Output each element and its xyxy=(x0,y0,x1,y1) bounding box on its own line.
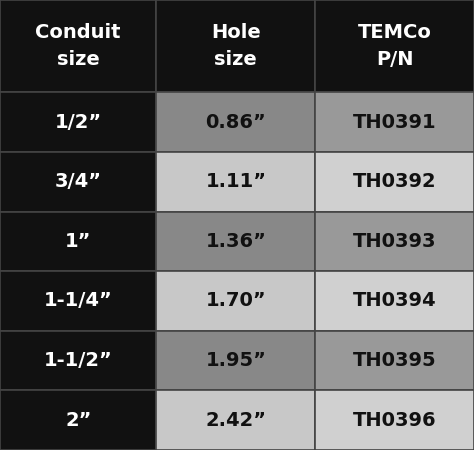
Bar xyxy=(156,0,315,92)
Text: 3/4”: 3/4” xyxy=(55,172,102,191)
Bar xyxy=(0,212,156,271)
Text: 0.86”: 0.86” xyxy=(205,112,266,131)
Bar xyxy=(315,391,474,450)
Text: 1/2”: 1/2” xyxy=(55,112,102,131)
Bar xyxy=(315,212,474,271)
Bar xyxy=(0,391,156,450)
Bar xyxy=(156,212,315,271)
Text: TH0391: TH0391 xyxy=(353,112,437,131)
Bar xyxy=(156,152,315,212)
Bar xyxy=(0,152,156,212)
Text: Hole
size: Hole size xyxy=(211,23,261,69)
Bar xyxy=(0,271,156,331)
Text: 2.42”: 2.42” xyxy=(205,411,266,430)
Text: TEMCo
P/N: TEMCo P/N xyxy=(358,23,431,69)
Text: TH0394: TH0394 xyxy=(353,292,437,310)
Text: TH0393: TH0393 xyxy=(353,232,437,251)
Bar xyxy=(315,92,474,152)
Text: 1-1/4”: 1-1/4” xyxy=(44,292,113,310)
Text: 1.36”: 1.36” xyxy=(205,232,266,251)
Bar xyxy=(156,331,315,390)
Bar xyxy=(315,271,474,331)
Text: 1.70”: 1.70” xyxy=(206,292,266,310)
Bar xyxy=(315,0,474,92)
Bar xyxy=(156,92,315,152)
Text: 1.11”: 1.11” xyxy=(205,172,266,191)
Bar xyxy=(315,152,474,212)
Text: 1”: 1” xyxy=(65,232,91,251)
Text: Conduit
size: Conduit size xyxy=(36,23,121,69)
Bar xyxy=(315,331,474,390)
Text: 1-1/2”: 1-1/2” xyxy=(44,351,113,370)
Text: 2”: 2” xyxy=(65,411,91,430)
Text: TH0395: TH0395 xyxy=(353,351,437,370)
Bar xyxy=(156,391,315,450)
Text: 1.95”: 1.95” xyxy=(205,351,266,370)
Bar xyxy=(0,331,156,390)
Bar xyxy=(0,0,156,92)
Bar xyxy=(0,92,156,152)
Text: TH0392: TH0392 xyxy=(353,172,437,191)
Bar xyxy=(156,271,315,331)
Text: TH0396: TH0396 xyxy=(353,411,437,430)
